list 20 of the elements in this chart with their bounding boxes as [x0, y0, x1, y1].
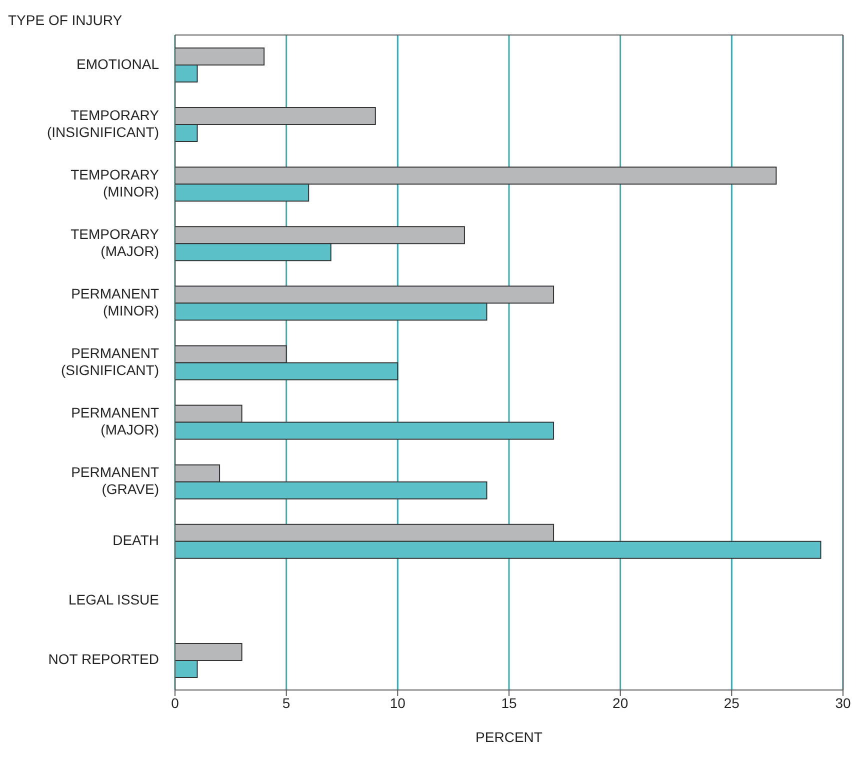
y-tick-label: PERMANENT (SIGNIFICANT)	[61, 344, 160, 378]
x-tick-label: 25	[724, 694, 740, 711]
y-tick-label: NOT REPORTED	[48, 650, 159, 667]
x-tick-label: 0	[171, 694, 180, 711]
y-tick-label: TEMPORARY (INSIGNIFICANT)	[47, 106, 160, 140]
y-tick-label: DEATH	[112, 532, 159, 548]
y-axis-title: TYPE OF INJURY	[8, 12, 122, 28]
x-tick-label: 20	[612, 694, 628, 711]
y-tick-label: LEGAL ISSUE	[68, 591, 159, 608]
x-tick-label: 5	[282, 694, 290, 711]
y-tick-label: PERMANENT (GRAVE)	[71, 464, 160, 497]
x-tick-label: 30	[835, 694, 851, 711]
x-tick-label: 10	[390, 694, 406, 711]
y-tick-label: PERMANENT (MINOR)	[71, 285, 160, 318]
x-tick-label: 15	[501, 694, 517, 711]
y-tick-label: PERMANENT (MAJOR)	[71, 404, 160, 438]
y-tick-label: TEMPORARY (MAJOR)	[70, 226, 160, 259]
x-axis-title: PERCENT	[476, 729, 543, 745]
y-tick-label: EMOTIONAL	[76, 55, 160, 72]
y-tick-label: TEMPORARY (MINOR)	[70, 166, 160, 200]
